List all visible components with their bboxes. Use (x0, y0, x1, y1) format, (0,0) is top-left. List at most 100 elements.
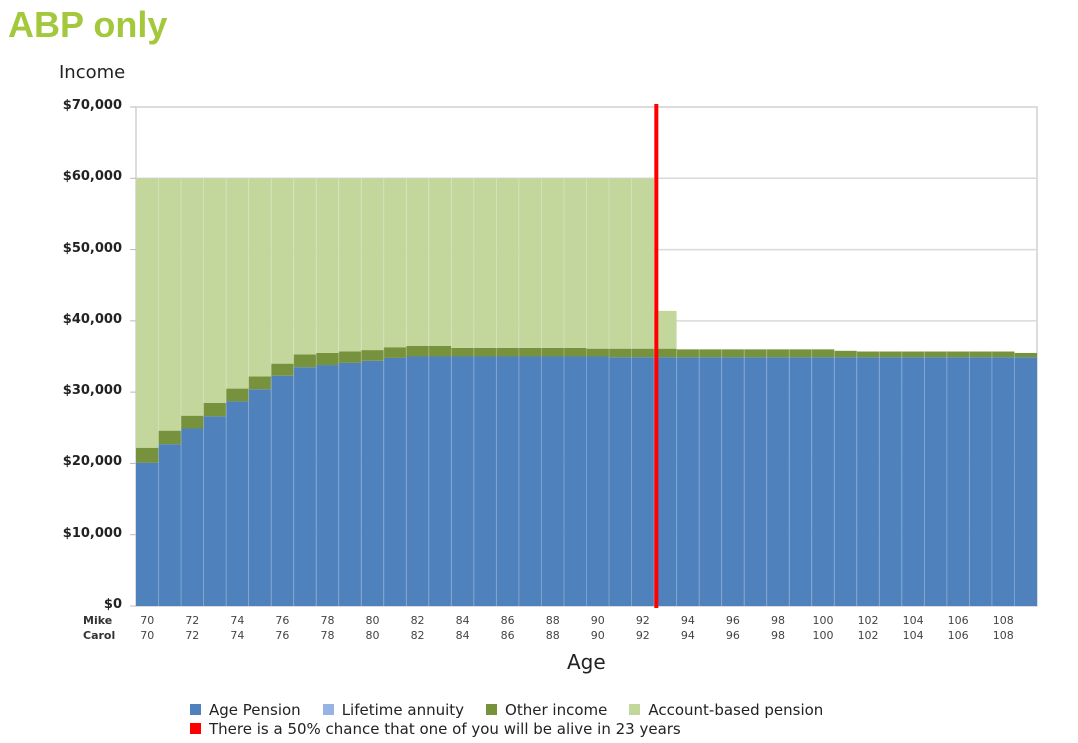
chart-title: ABP only (8, 4, 168, 45)
bar-segment (518, 356, 542, 606)
bar-segment (158, 178, 182, 431)
x-tick-label: 76 (275, 614, 290, 627)
bar-segment (563, 356, 587, 606)
x-tick-label: 90 (590, 614, 605, 627)
bar-segment (541, 347, 564, 357)
bar-segment (226, 401, 249, 606)
bar-segment (383, 178, 407, 348)
bar-segment (428, 178, 452, 346)
bar-segment (563, 178, 587, 348)
x-tick-label: 74 (230, 629, 245, 642)
bar-segment (316, 352, 339, 366)
bar-segment (428, 345, 452, 357)
x-tick-label: 70 (140, 614, 155, 627)
x-tick-label: 92 (635, 614, 650, 627)
bar-segment (744, 357, 767, 606)
bar-segment (518, 347, 542, 357)
bar-segment (136, 178, 159, 448)
bar-segment (879, 357, 902, 606)
x-tick-label: 74 (230, 614, 245, 627)
x-tick-label: 82 (410, 629, 425, 642)
bar-segment (991, 351, 1015, 358)
bar-segment (789, 349, 812, 358)
bar-segment (406, 356, 429, 606)
legend-swatch-icon (486, 704, 498, 715)
bar-segment (451, 356, 474, 606)
bar-segment (699, 349, 722, 358)
bar-segment (451, 347, 474, 357)
bar-segment (991, 357, 1015, 606)
x-tick-label: 106 (947, 614, 969, 627)
x-tick-label: 72 (185, 614, 200, 627)
bar-segment (518, 178, 542, 348)
x-tick-label: 70 (140, 629, 155, 642)
legend-label: Account-based pension (648, 700, 824, 719)
bar-segment (271, 363, 294, 376)
bar-segment (248, 178, 272, 377)
bar-segment (248, 389, 272, 606)
legend-item: Account-based pension (629, 701, 823, 719)
bar-segment (136, 462, 159, 606)
bar-segment (361, 360, 384, 606)
bar-segment (361, 178, 384, 351)
bar-segment (383, 347, 407, 358)
y-tick-label: $70,000 (62, 98, 122, 113)
x-tick-label: 90 (590, 629, 605, 642)
y-axis-label: Income (59, 62, 126, 83)
x-tick-label: 104 (902, 629, 924, 642)
bar-segment (361, 350, 384, 361)
x-tick-label: 92 (635, 629, 650, 642)
bar-segment (676, 349, 700, 358)
bar-segment (541, 178, 564, 348)
bar-segment (811, 349, 835, 358)
bar-segment (203, 402, 227, 417)
x-tick-label: 100 (812, 629, 834, 642)
bar-segment (496, 178, 519, 348)
x-tick-label: 100 (812, 614, 834, 627)
bar-segment (271, 178, 294, 364)
x-tick-label: 84 (455, 614, 470, 627)
bar-segment (676, 357, 700, 606)
x-tick-label: 86 (500, 614, 515, 627)
bar-segment (1014, 357, 1037, 606)
bar-segment (226, 388, 249, 402)
bar-segment (1014, 352, 1037, 358)
bar-segment (924, 357, 947, 606)
bar-segment (586, 356, 610, 606)
y-tick-label: $40,000 (62, 311, 122, 327)
x-tick-label: 78 (320, 614, 335, 627)
bar-segment (609, 357, 632, 606)
bar-segment (181, 428, 204, 606)
x-tick-label: 76 (275, 629, 290, 642)
bar-segment (293, 367, 317, 606)
bar-segment (271, 375, 294, 606)
legend-label: Lifetime annuity (341, 700, 465, 719)
bar-segment (496, 347, 519, 357)
bar-segment (338, 351, 362, 363)
x-tick-label: 94 (680, 629, 695, 642)
legend-item: Other income (486, 701, 607, 719)
bar-segment (496, 356, 519, 606)
bar-segment (811, 357, 835, 606)
bar-segment (451, 178, 474, 348)
bar-segment (316, 365, 339, 606)
bar-segment (789, 357, 812, 606)
bar-segment (406, 178, 429, 346)
chart-legend: Age Pension Lifetime annuity Other income A… (190, 700, 845, 738)
bar-segment (428, 356, 452, 606)
legend-label: Age Pension (209, 700, 301, 719)
bar-segment (654, 348, 677, 358)
x-row-label-mike: Mike (83, 614, 113, 627)
x-tick-label: 98 (770, 614, 785, 627)
bar-segment (654, 357, 677, 606)
bar-segment (338, 362, 362, 606)
x-tick-label: 96 (725, 614, 740, 627)
x-tick-label: 84 (455, 629, 470, 642)
bar-segment (834, 357, 857, 606)
legend-swatch-icon (629, 704, 641, 715)
bar-segment (316, 178, 339, 353)
bar-segment (473, 356, 497, 606)
y-tick-label: $10,000 (62, 525, 122, 541)
bar-segment (946, 351, 970, 358)
